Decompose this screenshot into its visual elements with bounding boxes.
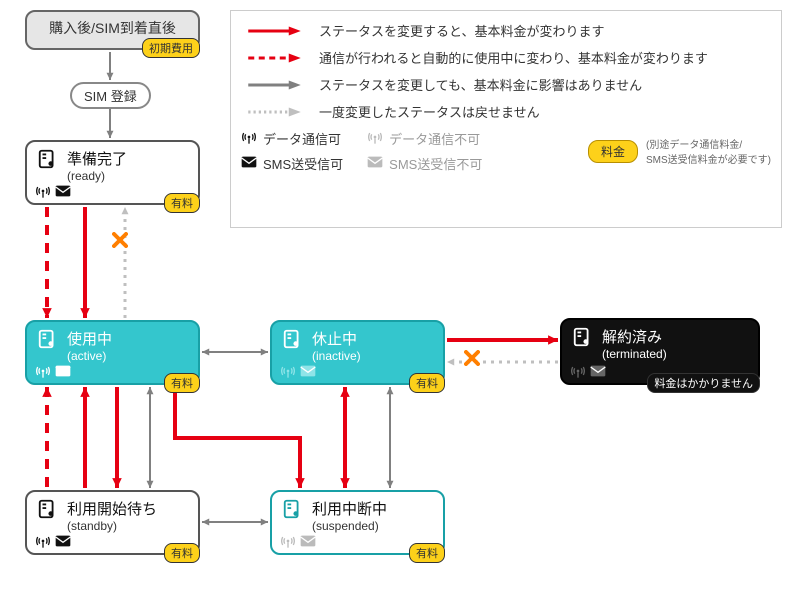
state-inactive: 休止中 (inactive) 有料 [270,320,445,385]
fee-badge: 有料 [164,193,200,213]
legend-fee-badge: 料金 [588,140,638,163]
legend-text: ステータスを変更すると、基本料金が変わります [319,21,771,40]
state-diagram: ステータスを変更すると、基本料金が変わります 通信が行われると自動的に使用中に変… [0,0,795,592]
sim-icon [282,328,304,350]
legend-panel: ステータスを変更すると、基本料金が変わります 通信が行われると自動的に使用中に変… [230,10,782,228]
legend-sms-ok-label: SMS送受信可 [263,154,343,173]
state-title: 購入後/SIM到着直後 [37,18,188,38]
fee-badge: 有料 [409,543,445,563]
antenna-icon [35,363,51,379]
legend-text: 通信が行われると自動的に使用中に変わり、基本料金が変わります [319,48,771,67]
legend-text: ステータスを変更しても、基本料金に影響はありません [319,75,771,94]
sim-icon [37,498,59,520]
mail-icon [241,156,257,171]
mail-off-icon [367,156,383,171]
legend-row: ステータスを変更しても、基本料金に影響はありません [241,75,771,94]
sim-icon [282,498,304,520]
antenna-icon [35,183,51,199]
fee-badge: 有料 [164,543,200,563]
state-ready: 準備完了 (ready) 有料 [25,140,200,205]
sim-icon [37,328,59,350]
mail-icon [55,363,71,379]
legend-data-ok-label: データ通信可 [263,129,341,148]
legend-arrow-sample [241,25,311,37]
fee-badge: 料金はかかりません [647,373,760,393]
legend-sms-ng: SMS送受信不可 [367,154,482,173]
state-standby: 利用開始待ち (standby) 有料 [25,490,200,555]
legend-row: 通信が行われると自動的に使用中に変わり、基本料金が変わります [241,48,771,67]
sim-register-pill: SIM 登録 [70,82,151,109]
capability-icons [35,183,71,199]
fee-badge: 初期費用 [142,38,200,58]
capability-icons [280,363,316,379]
legend-data-ng: データ通信不可 [367,129,482,148]
state-subtitle: (active) [67,349,112,363]
mail-icon [55,183,71,199]
sim-icon [37,148,59,170]
state-title: 利用中断中 [312,498,387,519]
capability-icons [280,533,316,549]
legend-row: 一度変更したステータスは戻せません [241,102,771,121]
antenna-icon [280,363,296,379]
state-subtitle: (terminated) [602,347,667,361]
legend-arrow-sample [241,52,311,64]
state-title: 利用開始待ち [67,498,157,519]
capability-icons [35,533,71,549]
state-active: 使用中 (active) 有料 [25,320,200,385]
legend-data-ng-label: データ通信不可 [389,129,480,148]
antenna-icon [241,129,257,148]
mail-icon [300,533,316,549]
capability-icons [570,363,606,379]
state-init: 購入後/SIM到着直後初期費用 [25,10,200,50]
legend-data-ok: データ通信可 [241,129,343,148]
antenna-off-icon [367,129,383,148]
state-title: 準備完了 [67,148,127,169]
fee-badge: 有料 [164,373,200,393]
state-subtitle: (ready) [67,169,127,183]
antenna-icon [570,363,586,379]
legend-arrow-sample [241,79,311,91]
legend-sms-ok: SMS送受信可 [241,154,343,173]
state-subtitle: (standby) [67,519,157,533]
legend-text: 一度変更したステータスは戻せません [319,102,771,121]
state-subtitle: (suspended) [312,519,387,533]
legend-row: ステータスを変更すると、基本料金が変わります [241,21,771,40]
capability-icons [35,363,71,379]
state-terminated: 解約済み (terminated) 料金はかかりません [560,318,760,385]
mail-icon [590,363,606,379]
state-title: 休止中 [312,328,361,349]
state-title: 解約済み [602,326,667,347]
state-title: 使用中 [67,328,112,349]
legend-fee-note: (別途データ通信料金/ SMS送受信料金が必要です) [646,136,771,166]
legend-arrow-sample [241,106,311,118]
antenna-icon [280,533,296,549]
fee-badge: 有料 [409,373,445,393]
state-suspended: 利用中断中 (suspended) 有料 [270,490,445,555]
state-subtitle: (inactive) [312,349,361,363]
sim-icon [572,326,594,348]
legend-icons: データ通信可 SMS送受信可 データ通信不可 SMS送受信不可 料金 [241,129,771,173]
mail-icon [55,533,71,549]
mail-icon [300,363,316,379]
antenna-icon [35,533,51,549]
legend-sms-ng-label: SMS送受信不可 [389,154,482,173]
